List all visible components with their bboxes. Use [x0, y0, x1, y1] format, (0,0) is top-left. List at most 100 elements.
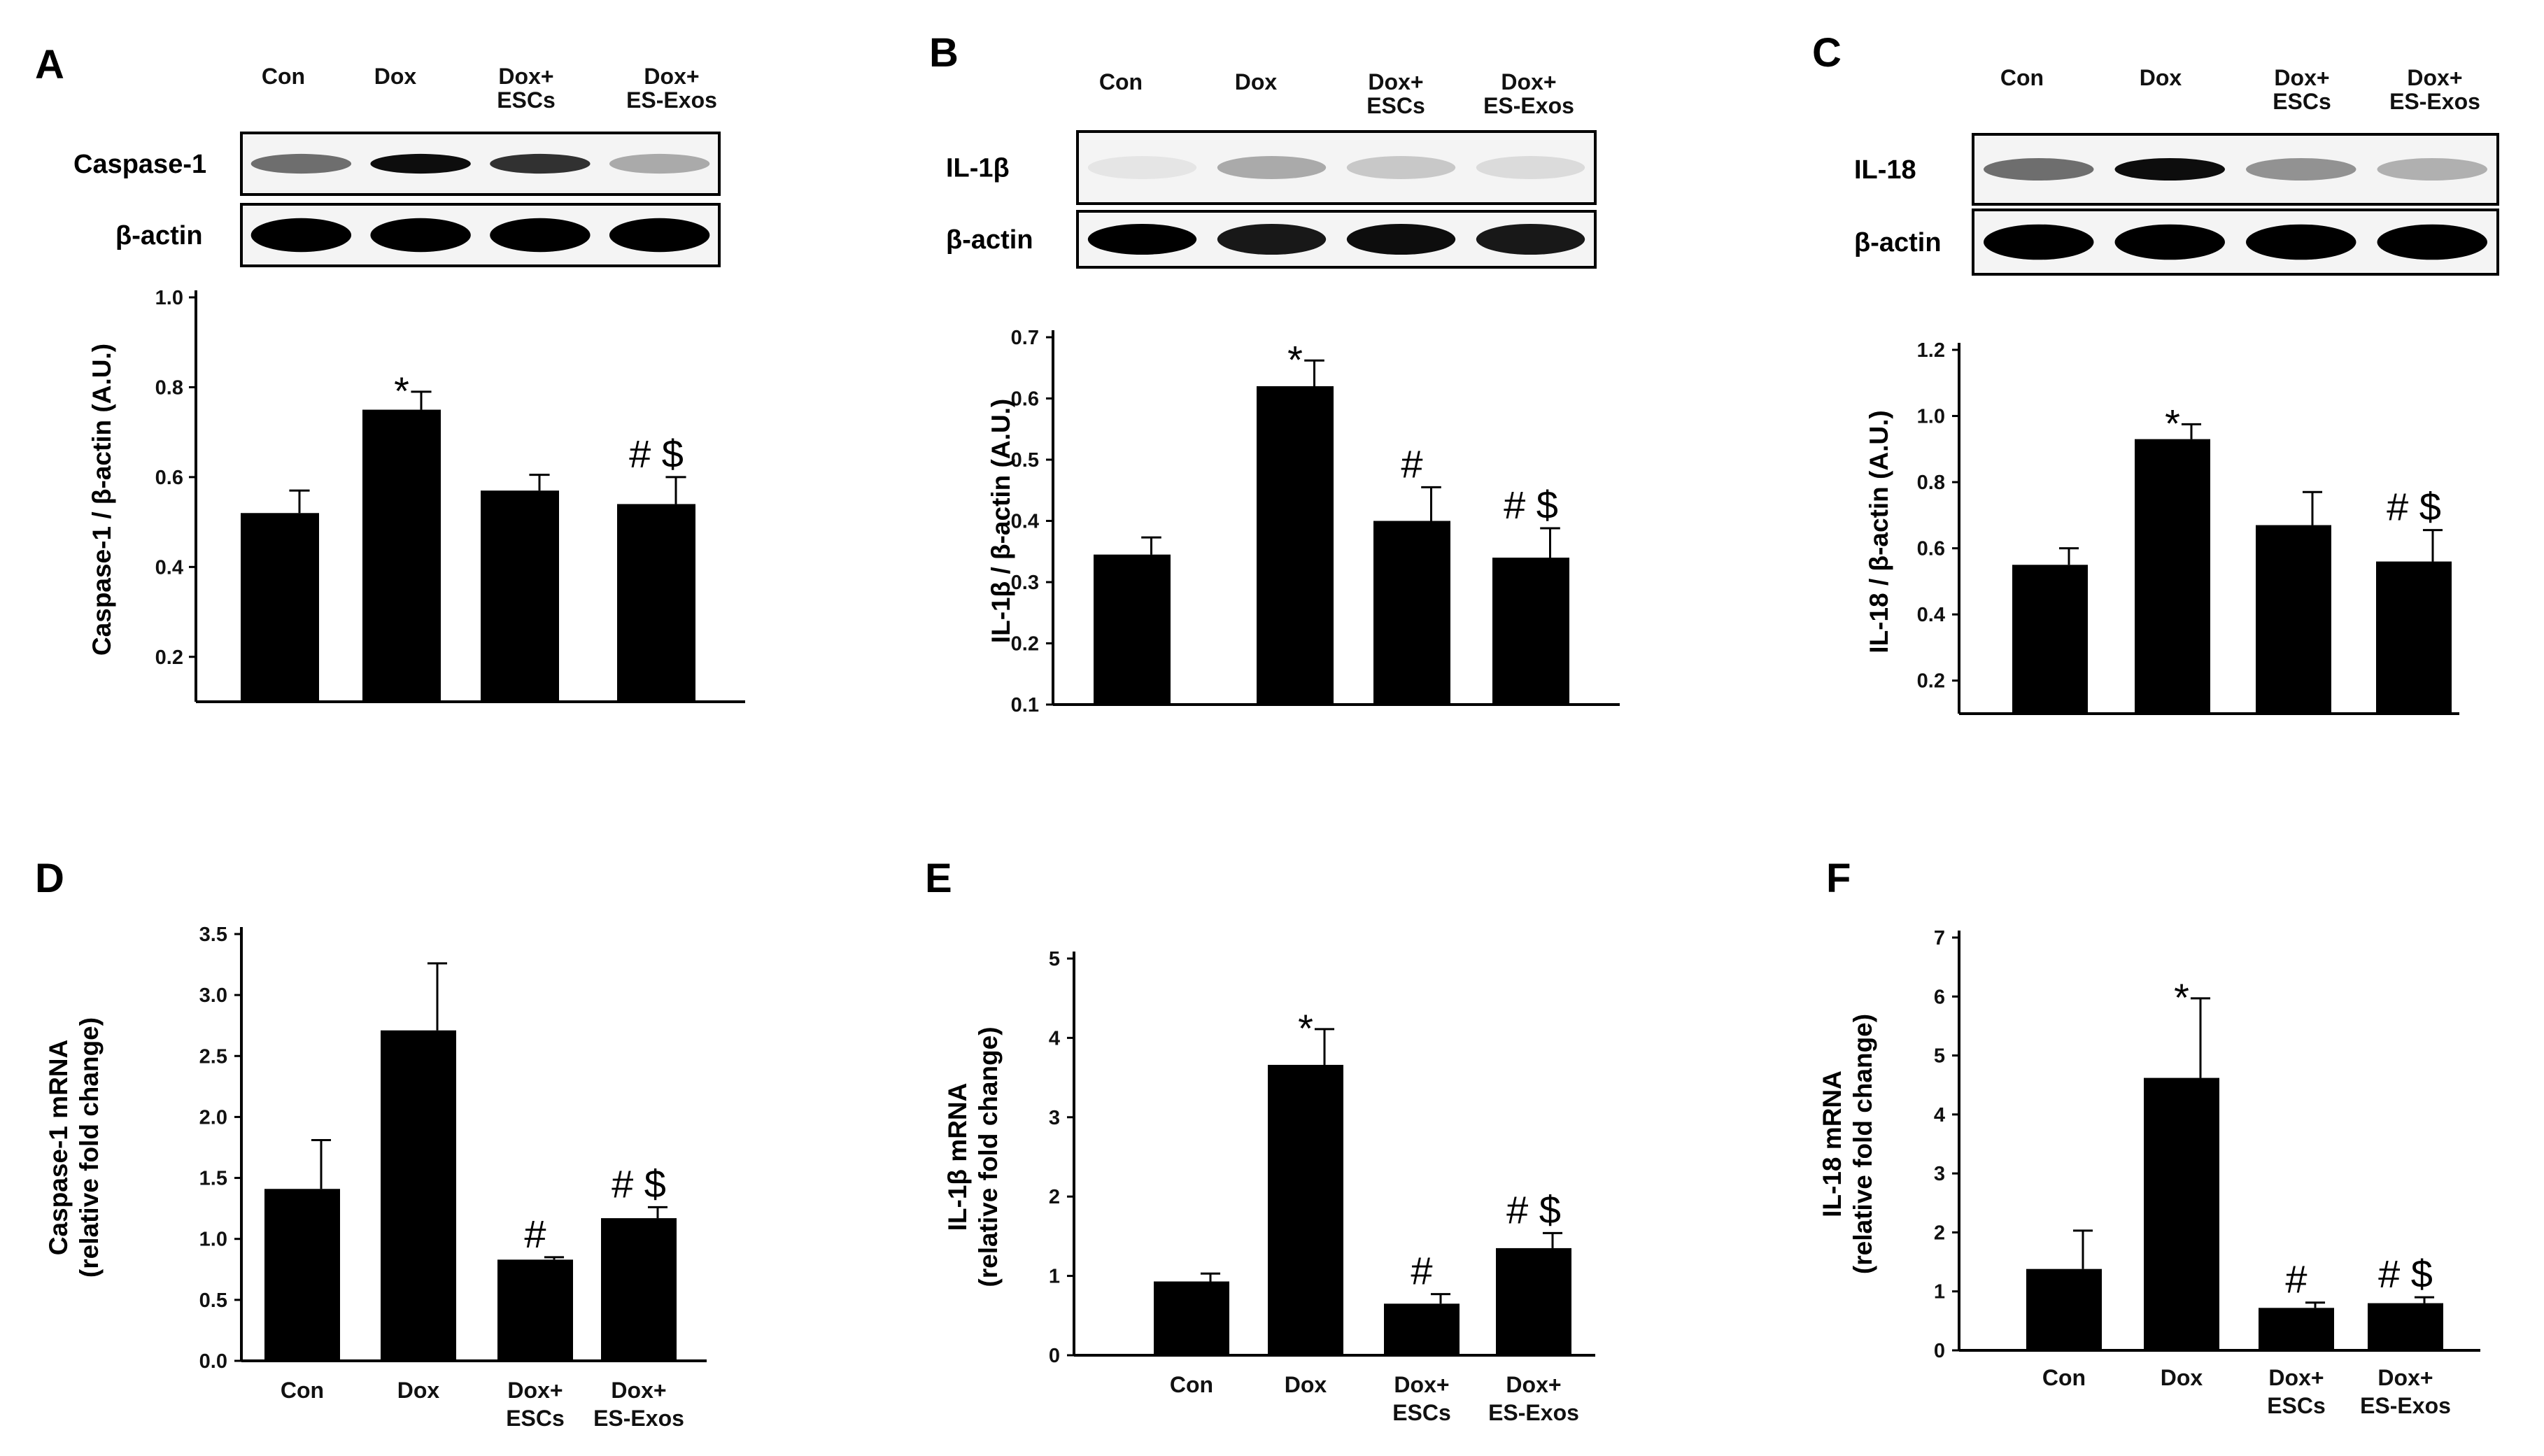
- y-axis-label: Caspase-1 / β-actin (A.U.): [87, 344, 116, 656]
- y-tick-label: 0.4: [1011, 511, 1039, 533]
- y-tick-label: 0.0: [199, 1350, 227, 1373]
- y-axis-label-group: IL-18 / β-actin (A.U.): [1865, 410, 1893, 653]
- blot-row-label: Caspase-1: [73, 150, 206, 179]
- blot-row-label: β-actin: [946, 225, 1033, 255]
- y-tick-label: 3.0: [199, 984, 227, 1007]
- blot-lane-label-line1: Dox+: [2274, 65, 2329, 90]
- significance-marker: *: [1298, 1006, 1313, 1050]
- x-category-label-line1: Dox+: [1394, 1372, 1449, 1397]
- panel-F: F 0 1 2 3 4 5 6 7 IL-18 mRNA (relative fold change…: [1818, 856, 2480, 1418]
- significance-marker: *: [1287, 337, 1303, 381]
- blot-lane-label: Dox: [2140, 65, 2182, 90]
- y-axis-label: (relative fold change): [1849, 1014, 1877, 1274]
- bar: [264, 1189, 340, 1361]
- x-category-label-line2: ESCs: [2267, 1393, 2326, 1418]
- y-tick-label: 4: [1049, 1027, 1060, 1049]
- blot-band: [1476, 224, 1585, 255]
- bar-chart-F: 0 1 2 3 4 5 6 7 IL-18 mRNA (relative fold change)…: [1818, 927, 2480, 1418]
- blot-band: [1984, 224, 2094, 260]
- significance-marker: # $: [1506, 1187, 1561, 1231]
- y-tick-label: 1.5: [199, 1168, 227, 1190]
- x-category-label: Dox: [397, 1378, 440, 1403]
- bar: [1257, 386, 1334, 705]
- bar: [2256, 525, 2331, 714]
- panel-D: D 0.0 0.5 1.0 1.5 2.0 2.5 3.0 3.5 Caspase-1 mRNA(…: [35, 856, 707, 1431]
- y-axis-label: (relative fold change): [75, 1017, 104, 1278]
- y-tick-label: 0: [1049, 1345, 1060, 1367]
- significance-marker: *: [394, 369, 409, 413]
- blot-lane-label-line1: Dox+: [1368, 69, 1423, 94]
- x-category-label-line1: Dox+: [2377, 1365, 2433, 1390]
- x-category-label: Dox: [1285, 1372, 1327, 1397]
- blot-lane-label-line2: ES-Exos: [1483, 93, 1574, 118]
- y-axis-label-group: IL-18 mRNA (relative fold change): [1818, 1014, 1877, 1274]
- y-tick-label: 1: [1049, 1266, 1060, 1288]
- bar: [1094, 554, 1171, 705]
- panel-label-C: C: [1812, 30, 1842, 76]
- y-tick-label: 1.0: [1917, 406, 1945, 428]
- blot-band: [250, 218, 352, 253]
- blot-band: [370, 218, 471, 253]
- y-axis-label: IL-1β / β-actin (A.U.): [987, 399, 1015, 643]
- significance-marker: *: [2165, 401, 2180, 445]
- panel-label-A: A: [35, 42, 64, 87]
- y-axis-label: IL-1β mRNA: [943, 1083, 972, 1231]
- blot-band: [1087, 224, 1197, 255]
- bar: [2012, 565, 2088, 714]
- blot-band: [1346, 156, 1456, 179]
- blot-band: [2114, 158, 2225, 181]
- significance-marker: #: [524, 1212, 546, 1256]
- blot-band: [2246, 224, 2356, 260]
- y-tick-label: 3.5: [199, 924, 227, 946]
- significance-marker: # $: [2387, 485, 2441, 529]
- bar: [1154, 1281, 1229, 1355]
- panel-label-B: B: [929, 30, 959, 76]
- y-tick-label: 1.0: [155, 287, 183, 309]
- bar: [1492, 558, 1569, 705]
- bar: [241, 513, 319, 702]
- y-tick-label: 0: [1934, 1340, 1945, 1362]
- blot-lane-label: Dox: [1235, 69, 1278, 94]
- bar: [2026, 1268, 2102, 1350]
- blot-lane-label: Con: [1099, 69, 1143, 94]
- y-tick-label: 5: [1049, 948, 1060, 970]
- blot-row-label: IL-18: [1854, 155, 1916, 185]
- y-tick-label: 3: [1934, 1163, 1945, 1185]
- blot-band: [1217, 224, 1327, 255]
- y-tick-label: 0.2: [1011, 633, 1039, 656]
- y-tick-label: 2.0: [199, 1106, 227, 1129]
- significance-marker: *: [2174, 975, 2189, 1019]
- panel-E: E 0 1 2 3 4 5 IL-1β mRNA (relative fold change) C…: [925, 856, 1595, 1425]
- bar: [1268, 1064, 1343, 1355]
- significance-marker: #: [1411, 1249, 1432, 1293]
- y-axis-label: (relative fold change): [974, 1026, 1003, 1287]
- bar-chart-D: 0.0 0.5 1.0 1.5 2.0 2.5 3.0 3.5 Caspase-1 mRNA (r…: [44, 924, 707, 1431]
- y-tick-label: 0.7: [1011, 327, 1039, 349]
- blot-band: [1346, 224, 1456, 255]
- western-blot-A: Con Dox Dox+ESCsDox+ES-ExosCaspase-1β-acti…: [73, 64, 721, 267]
- blot-band: [1087, 156, 1197, 179]
- x-category-label: Dox: [2161, 1365, 2203, 1390]
- blot-lane-label-line2: ES-Exos: [2389, 89, 2480, 114]
- y-tick-label: 0.4: [1917, 604, 1945, 626]
- y-axis-label-group: Caspase-1 mRNA (relative fold change): [44, 1017, 104, 1278]
- x-category-label-line1: Dox+: [507, 1378, 563, 1403]
- x-category-label-line1: Dox+: [1506, 1372, 1561, 1397]
- y-tick-label: 0.5: [199, 1289, 227, 1312]
- y-axis-label: Caspase-1 mRNA: [44, 1040, 73, 1255]
- blot-lane-label: Con: [262, 64, 305, 89]
- bar-chart-B: 0.1 0.2 0.3 0.4 0.5 0.6 0.7 IL-1β / β-actin (A.…: [987, 327, 1620, 716]
- blot-band: [2114, 224, 2225, 260]
- blot-row-label: IL-1β: [946, 154, 1010, 183]
- significance-marker: # $: [2378, 1252, 2433, 1296]
- y-tick-label: 0.2: [1917, 670, 1945, 693]
- y-tick-label: 7: [1934, 927, 1945, 949]
- blot-band: [2377, 158, 2487, 181]
- bar: [481, 490, 559, 702]
- blot-membrane: [1076, 130, 1597, 205]
- y-tick-label: 1.2: [1917, 339, 1945, 362]
